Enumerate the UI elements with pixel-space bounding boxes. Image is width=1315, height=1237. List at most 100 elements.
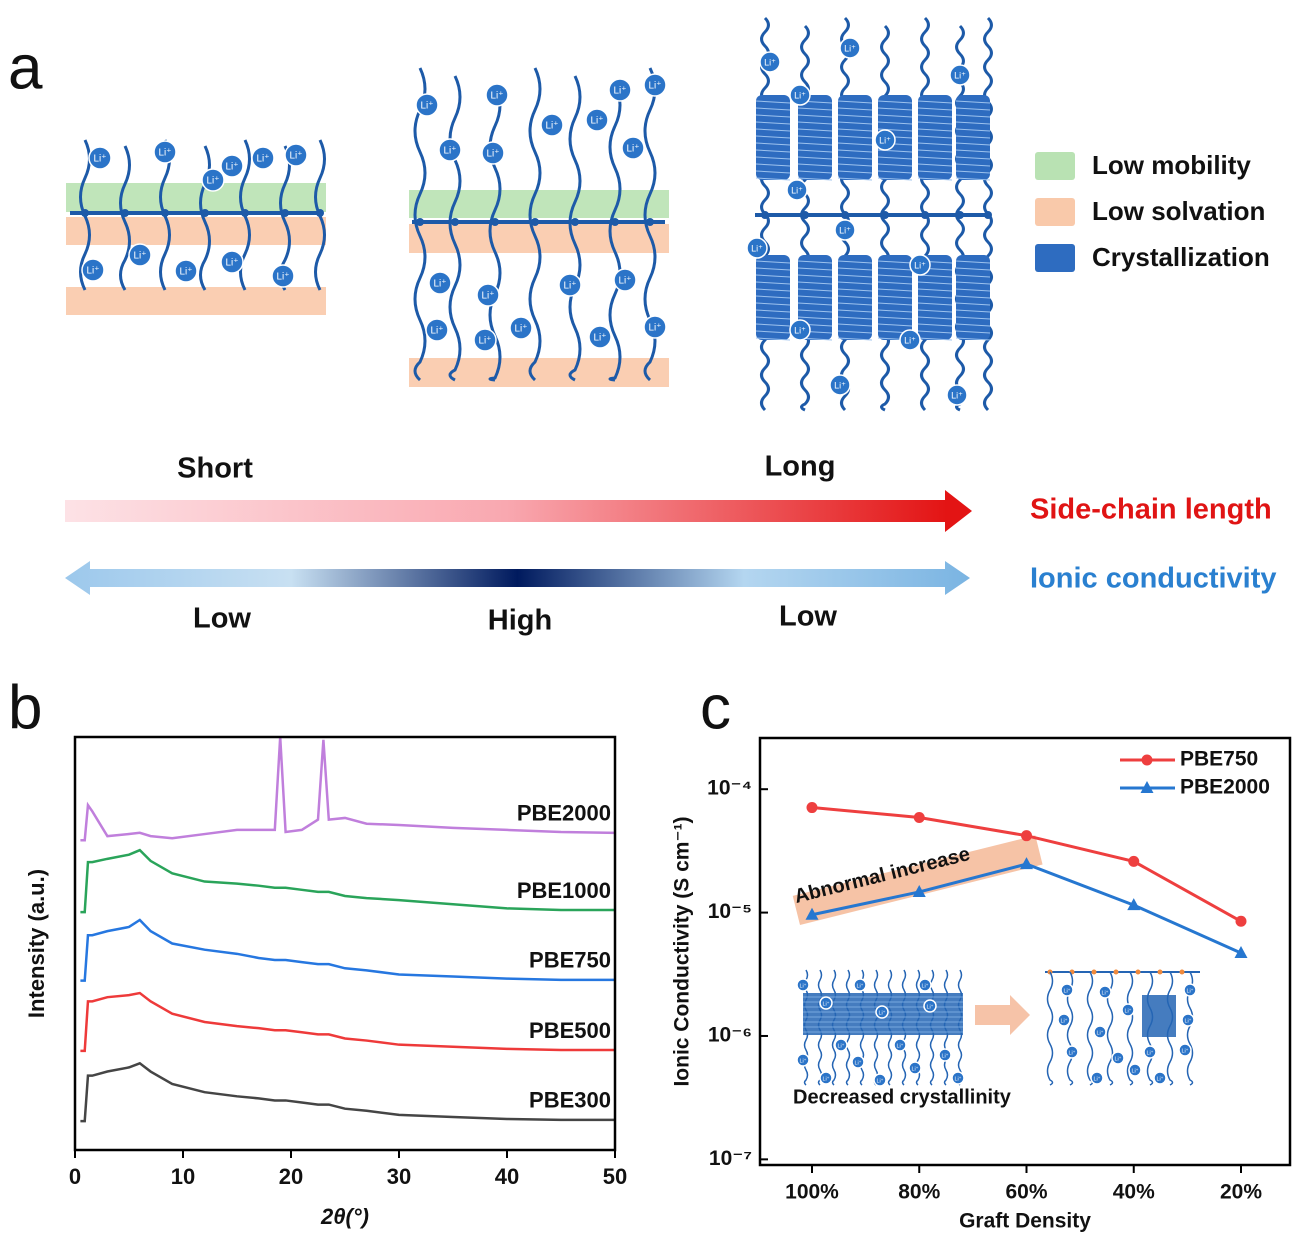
ion-label: Li⁺ [854, 1059, 861, 1066]
ion-label: Li⁺ [619, 276, 632, 287]
ion-label: Li⁺ [822, 1075, 829, 1082]
ion-label: Li⁺ [951, 390, 963, 400]
node [81, 209, 89, 217]
axis-point: Low [193, 603, 251, 635]
legend-label: Low solvation [1092, 196, 1265, 226]
axis-point: Low [779, 601, 837, 633]
y-axis-label: Ionic Conductivity (S cm⁻¹) [671, 816, 694, 1086]
ion-label: Li⁺ [879, 135, 891, 145]
x-tick-label: 60% [1005, 1181, 1047, 1204]
series-label: PBE750 [529, 948, 611, 973]
ion-label: Li⁺ [941, 1052, 948, 1059]
ion-label: Li⁺ [226, 258, 239, 269]
axis-label: Ionic conductivity [1030, 563, 1277, 595]
length-arrowhead [945, 490, 972, 532]
figure: a b c Short Long Side-chain length Ionic… [0, 0, 1315, 1237]
node [984, 211, 992, 219]
ion-label: Li⁺ [94, 154, 107, 165]
inset-chain [1088, 972, 1093, 1085]
ion-label: Li⁺ [876, 1077, 883, 1084]
ion-label: Li⁺ [257, 154, 270, 165]
ion-label: Li⁺ [627, 144, 640, 155]
axis-end: Long [765, 451, 836, 483]
axis-label: Side-chain length [1030, 494, 1272, 526]
band [66, 183, 326, 212]
ion-label: Li⁺ [226, 162, 239, 173]
node [611, 218, 619, 226]
conductivity-arrow [65, 561, 970, 595]
node [416, 218, 424, 226]
ion-label: Li⁺ [1184, 1017, 1191, 1024]
x-axis-label: 2θ(°) [320, 1204, 369, 1229]
ion-label: Li⁺ [764, 57, 776, 67]
marker [1021, 830, 1032, 841]
node [646, 218, 654, 226]
ion-label: Li⁺ [1101, 989, 1108, 996]
ion-label: Li⁺ [1156, 1075, 1163, 1082]
ion-label: Li⁺ [491, 91, 504, 102]
ion-label: Li⁺ [649, 81, 662, 92]
ion-label: Li⁺ [290, 151, 303, 162]
ion-label: Li⁺ [834, 380, 846, 390]
ion-label: Li⁺ [564, 281, 577, 292]
ion-label: Li⁺ [921, 982, 928, 989]
marker [1236, 916, 1247, 927]
legend-swatch [1035, 152, 1075, 180]
ion-label: Li⁺ [431, 326, 444, 337]
y-tick-label: 10⁻⁶ [708, 1024, 752, 1047]
ion-label: Li⁺ [1068, 1049, 1075, 1056]
y-axis-label: Intensity (a.u.) [24, 869, 49, 1018]
ion-label: Li⁺ [904, 335, 916, 345]
band [409, 190, 669, 218]
axis-start: Short [177, 453, 253, 485]
ion-label: Li⁺ [479, 336, 492, 347]
ion-label: Li⁺ [954, 1075, 961, 1082]
x-tick-label: 20% [1220, 1181, 1262, 1204]
ion-label: Li⁺ [444, 146, 457, 157]
node [201, 209, 209, 217]
ion-label: Li⁺ [134, 251, 147, 262]
x-tick-label: 30 [387, 1164, 411, 1189]
series-label: PBE2000 [517, 801, 611, 826]
marker [807, 802, 818, 813]
ion-label: Li⁺ [487, 149, 500, 160]
ion-label: Li⁺ [839, 225, 851, 235]
legend-marker [1142, 755, 1153, 766]
x-tick-label: 80% [898, 1181, 940, 1204]
ion-label: Li⁺ [791, 185, 803, 195]
ion-label: Li⁺ [159, 148, 172, 159]
x-axis-label: Graft Density [959, 1210, 1091, 1233]
node [281, 209, 289, 217]
ion-label: Li⁺ [1181, 1047, 1188, 1054]
x-tick-label: 40% [1113, 1181, 1155, 1204]
ion-label: Li⁺ [1124, 1007, 1131, 1014]
x-tick-label: 20 [279, 1164, 303, 1189]
ion-label: Li⁺ [546, 121, 559, 132]
ion-label: Li⁺ [277, 272, 290, 283]
ion-label: Li⁺ [649, 323, 662, 334]
x-tick-label: 40 [495, 1164, 519, 1189]
y-tick-label: 10⁻⁵ [708, 900, 752, 923]
node [956, 211, 964, 219]
ion-label: Li⁺ [751, 243, 763, 253]
y-tick-label: 10⁻⁷ [709, 1147, 752, 1170]
node [881, 211, 889, 219]
y-tick-label: 10⁻⁴ [707, 777, 752, 800]
inset-node [1158, 970, 1163, 975]
ion-label: Li⁺ [878, 1009, 885, 1016]
annotation: Decreased crystallinity [793, 1086, 1012, 1108]
legend-label: Low mobility [1092, 150, 1251, 180]
series-label: PBE500 [529, 1018, 611, 1043]
ion-label: Li⁺ [207, 176, 220, 187]
inset-arrow [975, 995, 1030, 1035]
ion-label: Li⁺ [926, 1003, 933, 1010]
node [921, 211, 929, 219]
ion-label: Li⁺ [896, 1042, 903, 1049]
ion-label: Li⁺ [87, 266, 100, 277]
ion-label: Li⁺ [421, 101, 434, 112]
inset-node [1092, 970, 1097, 975]
length-arrow [65, 500, 947, 522]
inset-crystal [1142, 995, 1176, 1037]
band [409, 358, 669, 387]
inset-chain [1048, 972, 1053, 1085]
